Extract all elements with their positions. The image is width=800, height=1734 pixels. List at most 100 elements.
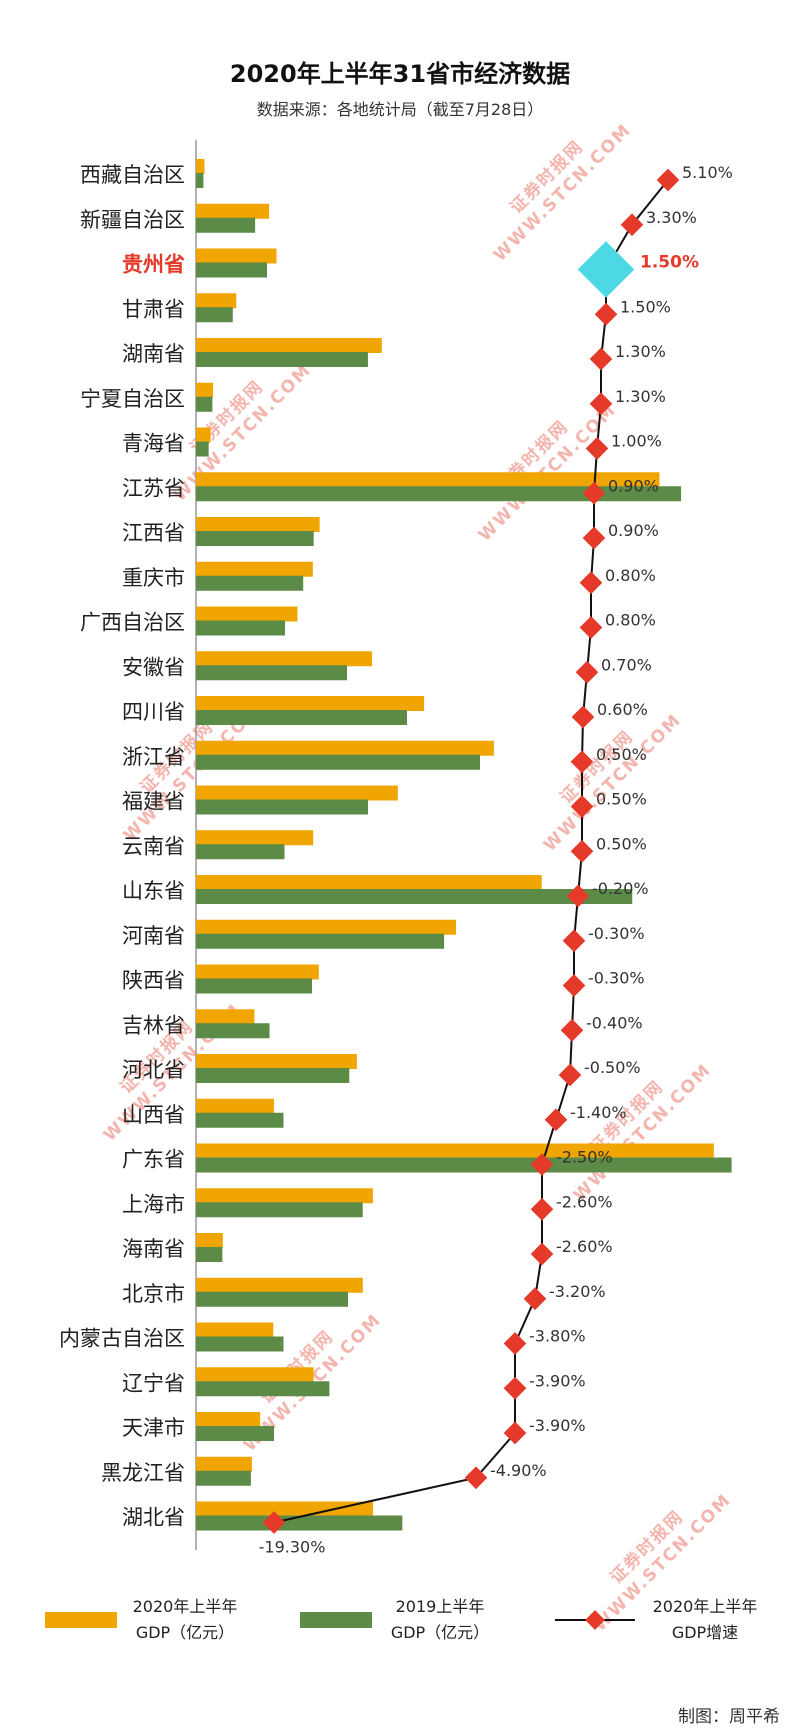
bar-2019 (196, 441, 209, 457)
growth-point (570, 750, 594, 774)
growth-point (582, 481, 606, 505)
growth-label: 0.50% (596, 745, 647, 764)
bar-series (196, 159, 732, 1531)
growth-point (594, 302, 618, 326)
bar-2020 (196, 651, 372, 667)
category-label: 江苏省 (122, 476, 185, 500)
growth-label: 1.00% (611, 432, 662, 451)
growth-point (582, 526, 606, 550)
bar-2020 (196, 740, 494, 756)
legend-item: 2020年上半年 GDP增速 (555, 1597, 757, 1642)
growth-point (585, 437, 609, 460)
category-label: 四川省 (122, 700, 185, 724)
category-label: 吉林省 (122, 1013, 185, 1037)
growth-point (503, 1332, 527, 1355)
growth-point (589, 392, 613, 416)
growth-point (656, 168, 680, 192)
bar-2020 (196, 248, 277, 264)
legend-label: GDP（亿元） (136, 1623, 234, 1642)
growth-point (566, 884, 590, 908)
legend: 2020年上半年 GDP（亿元） 2019上半年 GDP（亿元） 2020年上半年 GDP… (45, 1597, 757, 1642)
bar-2019 (196, 1515, 403, 1531)
category-label: 广东省 (122, 1148, 185, 1172)
bar-2020 (196, 517, 320, 532)
bar-2019 (196, 1336, 284, 1352)
category-label: 陕西省 (122, 969, 185, 993)
bar-2020 (196, 1143, 714, 1159)
category-label: 湖南省 (122, 342, 185, 366)
watermark-url: WWW.STCN.COM (490, 120, 636, 266)
growth-point (589, 347, 613, 371)
category-label: 重庆市 (122, 566, 185, 590)
category-label: 北京市 (122, 1282, 185, 1306)
bar-2020 (196, 427, 211, 443)
growth-point (530, 1153, 554, 1176)
bar-2020 (196, 159, 205, 174)
bar-2020 (196, 561, 313, 577)
bar-2019 (196, 1157, 732, 1173)
growth-point (530, 1242, 554, 1266)
bar-2019 (196, 754, 480, 770)
bar-2019 (196, 665, 347, 681)
growth-label: -0.50% (584, 1058, 641, 1077)
growth-label: -3.20% (549, 1282, 606, 1301)
category-label: 青海省 (122, 432, 185, 456)
bar-2019 (196, 352, 368, 367)
growth-label: 0.80% (605, 566, 656, 585)
bar-2019 (196, 844, 285, 860)
bar-2020 (196, 1277, 363, 1293)
growth-label: -2.50% (556, 1148, 613, 1167)
bar-2019 (196, 217, 256, 233)
growth-label: 1.30% (615, 387, 666, 406)
legend-label: 2019上半年 (396, 1597, 485, 1616)
category-label: 贵州省 (122, 253, 185, 277)
growth-label: 1.50% (640, 253, 699, 273)
legend-label: GDP（亿元） (391, 1623, 489, 1642)
bar-2019 (196, 620, 285, 636)
growth-point (579, 616, 603, 639)
growth-point (570, 795, 594, 818)
growth-label: 0.80% (605, 611, 656, 630)
growth-series: 5.10% 3.30% 1.50% 1.50% 1.30% 1.30% 1.00% 0.90%… (259, 163, 733, 1557)
growth-label: -2.60% (556, 1237, 613, 1256)
bar-2019 (196, 1023, 270, 1039)
growth-label: -3.90% (529, 1371, 586, 1390)
bar-2020 (196, 338, 382, 353)
growth-label: 3.30% (646, 208, 697, 227)
growth-point (577, 241, 635, 298)
bar-2019 (196, 486, 682, 502)
category-label: 云南省 (122, 834, 185, 858)
bar-2019 (196, 173, 204, 188)
bar-2020 (196, 696, 425, 711)
category-label: 甘肃省 (122, 297, 185, 321)
growth-point (570, 839, 594, 863)
growth-point (530, 1197, 554, 1221)
growth-label: -0.30% (588, 924, 645, 943)
bar-2019 (196, 889, 633, 904)
credit-text: 制图：周平希 (678, 1707, 780, 1727)
bar-2020 (196, 382, 214, 398)
bar-2020 (196, 293, 237, 309)
bar-2019 (196, 799, 368, 815)
growth-point (558, 1063, 582, 1087)
category-label: 福建省 (122, 790, 185, 814)
bar-2020 (196, 1501, 373, 1517)
bar-2020 (196, 606, 298, 622)
bar-2019 (196, 1247, 223, 1262)
bar-2020 (196, 919, 456, 935)
growth-label: -19.30% (259, 1538, 326, 1557)
category-label: 西藏自治区 (80, 163, 185, 187)
category-label: 黑龙江省 (101, 1461, 185, 1485)
bar-2019 (196, 1381, 330, 1397)
bar-2020 (196, 964, 319, 980)
legend-swatch (45, 1612, 117, 1628)
growth-point (562, 929, 586, 953)
category-label: 海南省 (122, 1237, 185, 1261)
growth-label: -2.60% (556, 1192, 613, 1211)
growth-label: 0.60% (597, 700, 648, 719)
bar-2019 (196, 1426, 274, 1441)
growth-point (575, 660, 599, 684)
growth-point (544, 1108, 568, 1132)
